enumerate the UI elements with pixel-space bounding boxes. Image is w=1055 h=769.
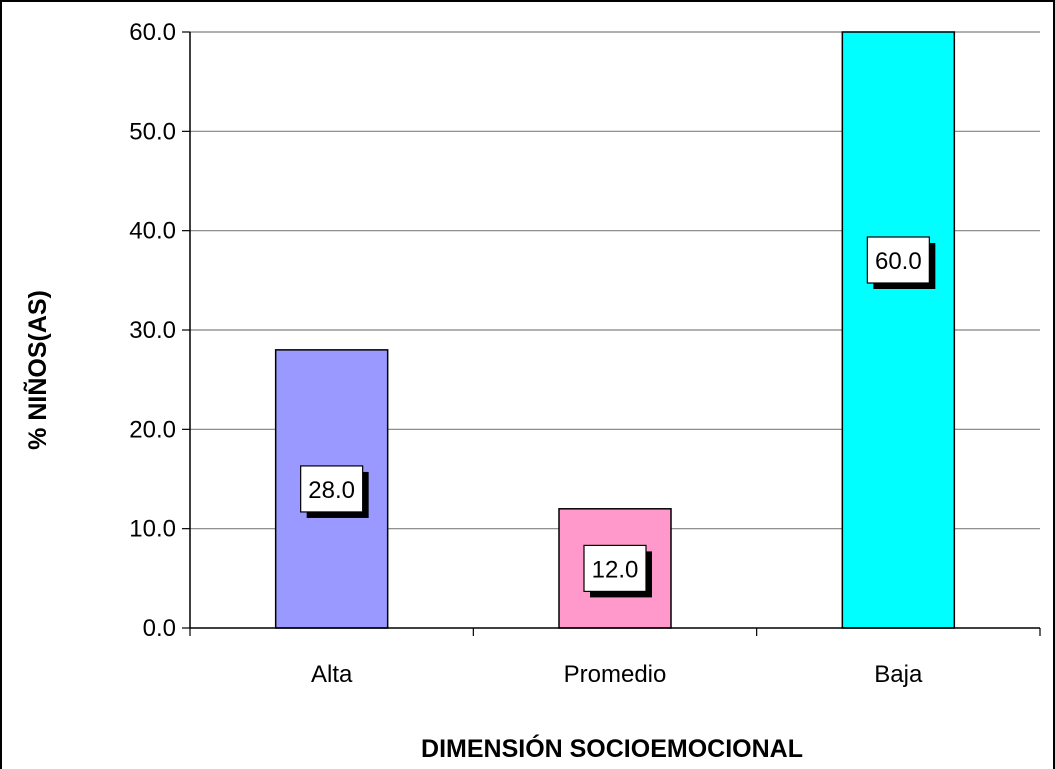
y-tick-label: 20.0 bbox=[129, 416, 176, 443]
data-label-group: 60.0 bbox=[866, 236, 936, 289]
x-axis-title: DIMENSIÓN SOCIOEMOCIONAL bbox=[421, 733, 803, 763]
y-tick-label: 50.0 bbox=[129, 118, 176, 145]
x-category-label: Alta bbox=[311, 661, 353, 688]
y-tick-label: 0.0 bbox=[143, 615, 176, 642]
y-tick-labels: 0.0 10.0 20.0 30.0 40.0 50.0 60.0 bbox=[129, 19, 176, 642]
data-labels: 28.0 12.0 60.0 bbox=[300, 236, 936, 598]
y-axis-title: % NIÑOS(AS) bbox=[22, 290, 52, 450]
axes bbox=[182, 31, 1041, 636]
x-category-label: Promedio bbox=[564, 661, 667, 688]
data-label-box bbox=[300, 465, 364, 513]
y-tick-label: 10.0 bbox=[129, 516, 176, 543]
data-label: 28.0 bbox=[308, 477, 355, 504]
y-tick-label: 30.0 bbox=[129, 317, 176, 344]
x-category-label: Baja bbox=[874, 661, 923, 688]
data-label: 60.0 bbox=[875, 248, 922, 275]
bar bbox=[841, 31, 956, 629]
y-tick-label: 60.0 bbox=[129, 19, 176, 46]
y-tick-label: 40.0 bbox=[129, 218, 176, 245]
x-category-labels: Alta Promedio Baja bbox=[311, 661, 923, 688]
data-label-box bbox=[583, 544, 647, 593]
data-label-box bbox=[866, 236, 930, 284]
data-label: 12.0 bbox=[592, 556, 639, 583]
data-label-group: 12.0 bbox=[583, 544, 652, 598]
data-label-group: 28.0 bbox=[300, 465, 369, 518]
